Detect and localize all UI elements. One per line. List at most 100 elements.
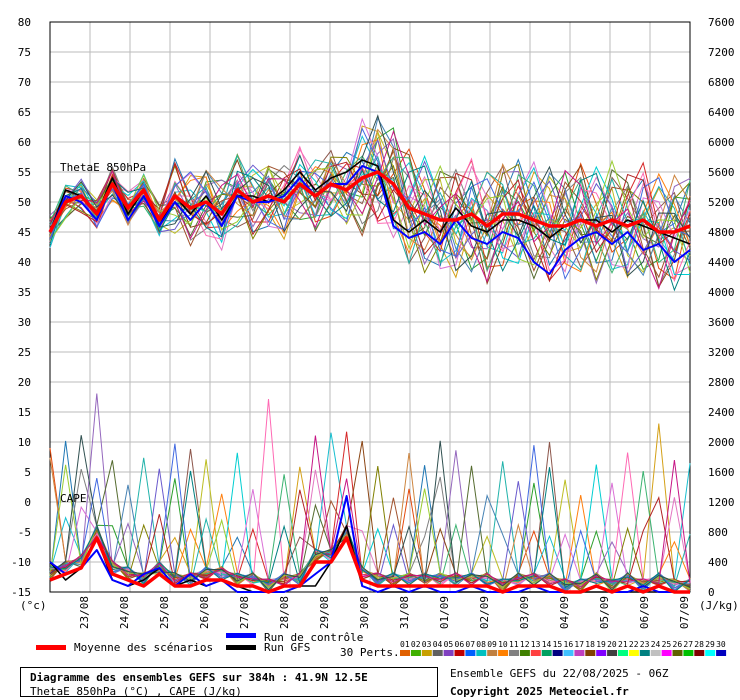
pert-number: 29 [705, 640, 715, 649]
left-tick-label: 25 [18, 346, 31, 359]
legend-gfs-label: Run GFS [264, 641, 310, 654]
pert-swatch [574, 650, 585, 656]
pert-number: 07 [465, 640, 475, 649]
pert-swatch [410, 650, 421, 656]
plot-frame [49, 21, 691, 593]
left-tick-label: 20 [18, 376, 31, 389]
pert-number: 15 [553, 640, 563, 649]
left-tick-label: 35 [18, 286, 31, 299]
perturbation-line [49, 161, 691, 283]
pert-number: 16 [564, 640, 574, 649]
left-tick-label: 10 [18, 436, 31, 449]
right-tick-label: 2000 [708, 436, 735, 449]
perturbation-line [49, 435, 691, 591]
pert-swatch [639, 650, 650, 656]
right-tick-label: 3600 [708, 316, 735, 329]
right-tick-label: 6000 [708, 136, 735, 149]
pert-number: 26 [673, 640, 683, 649]
pert-swatch [650, 650, 661, 656]
pert-swatch [443, 650, 454, 656]
pert-swatch [607, 650, 618, 656]
pert-swatch [661, 650, 672, 656]
x-tick-label: 25/08 [158, 596, 171, 629]
cape-panel-label: CAPE [60, 492, 87, 505]
pert-number: 21 [618, 640, 628, 649]
x-tick-label: 05/09 [598, 596, 611, 629]
x-tick-label: 07/09 [678, 596, 691, 629]
x-tick-label: 24/08 [118, 596, 131, 629]
perturbation-legend: 01 02 03 04 05 06 07 08 09 10 11 12 13 14 15 16 17 18 19 20… [400, 640, 727, 656]
copyright: Copyright 2025 Meteociel.fr [450, 685, 629, 698]
pert-swatch [421, 650, 432, 656]
pert-number: 17 [574, 640, 584, 649]
perturbation-line [49, 435, 691, 588]
pert-swatch [509, 650, 519, 656]
perturbation-line [49, 128, 691, 273]
left-tick-label: 15 [18, 406, 31, 419]
pert-number: 06 [455, 640, 465, 649]
right-tick-label: 800 [708, 526, 728, 539]
left-tick-label: 80 [18, 16, 31, 29]
x-tick-label: 02/09 [478, 596, 491, 629]
right-tick-label: 1200 [708, 496, 735, 509]
pert-number: 23 [640, 640, 650, 649]
pert-swatch [705, 650, 716, 656]
pert-number: 28 [694, 640, 704, 649]
series-line-moyenne-des-scenarios-cape [49, 536, 690, 594]
pert-swatch [628, 650, 639, 656]
left-tick-label: 5 [24, 466, 31, 479]
pert-number: 27 [683, 640, 693, 649]
pert-swatch [672, 650, 683, 656]
chart-subtitle: ThetaE 850hPa (°C) , CAPE (J/kg) [30, 685, 242, 698]
pert-number: 14 [542, 640, 552, 649]
right-tick-label: 1600 [708, 466, 735, 479]
pert-swatch [552, 650, 563, 656]
perturbation-line [49, 158, 691, 281]
left-tick-label: 50 [18, 196, 31, 209]
pert-number: 25 [662, 640, 672, 649]
thetae-panel-label: ThetaE 850hPa [60, 161, 146, 174]
pert-number: 04 [433, 640, 443, 649]
pert-swatch [432, 650, 443, 656]
legend-mean-label: Moyenne des scénarios [74, 641, 213, 654]
right-tick-label: 4000 [708, 286, 735, 299]
pert-swatch [563, 650, 574, 656]
pert-number: 22 [629, 640, 639, 649]
perturbation-line [49, 159, 691, 273]
x-tick-label: 23/08 [78, 596, 91, 629]
pert-number: 19 [596, 640, 606, 649]
x-tick-label: 28/08 [278, 596, 291, 629]
left-axis-unit: (°c) [20, 599, 47, 612]
pert-swatch [541, 650, 552, 656]
legend-control-label: Run de contrôle [264, 631, 363, 644]
pert-number: 03 [422, 640, 432, 649]
right-tick-label: 5600 [708, 166, 735, 179]
x-tick-label: 29/08 [318, 596, 331, 629]
left-tick-label: 40 [18, 256, 31, 269]
right-tick-label: 7600 [708, 16, 735, 29]
right-tick-label: 2800 [708, 376, 735, 389]
left-tick-label: 65 [18, 106, 31, 119]
pert-swatch [530, 650, 541, 656]
pert-swatch [585, 650, 596, 656]
pert-swatch [683, 650, 694, 656]
left-tick-label: 70 [18, 76, 31, 89]
main-series [48, 159, 691, 594]
pert-number: 20 [607, 640, 617, 649]
pert-number: 08 [476, 640, 486, 649]
pert-swatch [476, 650, 487, 656]
pert-number: 18 [585, 640, 595, 649]
pert-swatch [519, 650, 530, 656]
x-tick-label: 31/08 [398, 596, 411, 629]
x-tick-label: 06/09 [638, 596, 651, 629]
left-tick-label: 0 [24, 496, 31, 509]
pert-number: 13 [531, 640, 541, 649]
pert-number: 10 [498, 640, 508, 649]
left-tick-label: 75 [18, 46, 31, 59]
pert-number: 09 [487, 640, 497, 649]
perturbation-line [49, 466, 691, 592]
x-tick-label: 01/09 [438, 596, 451, 629]
left-tick-label: 55 [18, 166, 31, 179]
pert-number: 30 [716, 640, 726, 649]
right-tick-label: 4800 [708, 226, 735, 239]
